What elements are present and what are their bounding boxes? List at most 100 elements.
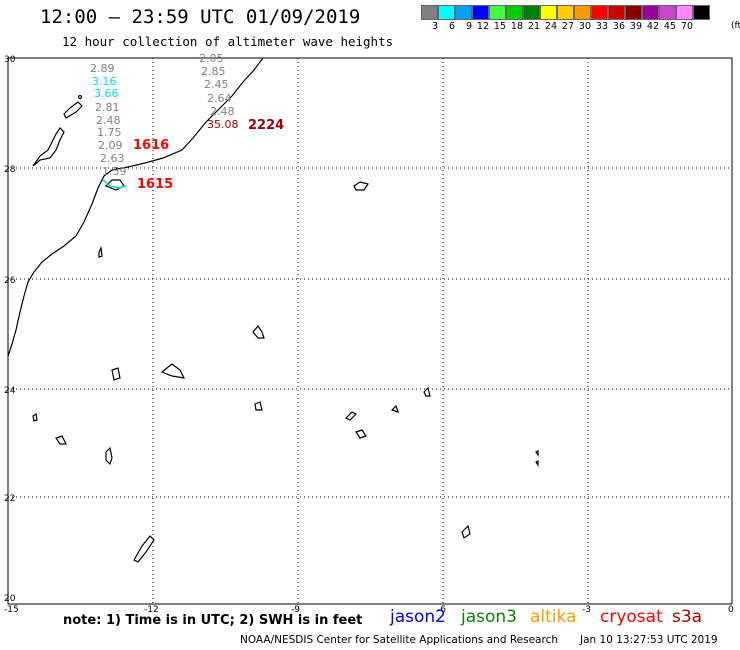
island-la-gomera	[111, 367, 121, 381]
mission-cryosat: cryosat	[600, 607, 663, 627]
color-swatch-12	[625, 5, 642, 20]
right-track-readings: 2.05 2.85 2.45 2.64 2.48 35.08	[199, 52, 239, 131]
mission-s3a: s3a	[672, 607, 703, 627]
lon-label-minus12: -12	[144, 605, 159, 615]
reading-right-6: 35.08	[207, 118, 239, 131]
island-south-elongated	[133, 535, 155, 563]
footer-note: note: 1) Time is in UTC; 2) SWH is in fe…	[63, 613, 363, 628]
island-tiny-1	[98, 245, 103, 258]
color-scale-label: 24	[544, 21, 557, 32]
reading-left-5: 2.48	[96, 114, 121, 127]
color-scale-label: 12	[476, 21, 489, 32]
color-swatch-9	[574, 5, 591, 20]
color-swatch-15	[676, 5, 693, 20]
lon-label-minus6: -6	[437, 605, 446, 615]
reading-left-2: 3.16	[92, 75, 117, 88]
island-el-hierro	[254, 401, 263, 411]
reading-left-3: 3.66	[94, 87, 119, 100]
reading-right-4: 2.64	[207, 92, 232, 105]
color-swatch-7	[540, 5, 557, 20]
island-tenerife	[252, 324, 265, 339]
color-scale-label: 9	[465, 21, 472, 32]
color-swatch-16	[693, 5, 710, 20]
color-swatch-6	[523, 5, 540, 20]
color-scale-label: 6	[448, 21, 455, 32]
island-islet	[77, 94, 83, 100]
island-dot-2	[535, 460, 539, 467]
lat-label-22: 22	[4, 494, 15, 504]
credit-line: NOAA/NESDIS Center for Satellite Applica…	[240, 634, 558, 646]
island-gran-canaria	[160, 363, 186, 379]
color-swatch-8	[557, 5, 574, 20]
left-track-readings: 2.89 3.16 3.66 2.81 2.48 1.75 2.09 2.63 …	[90, 62, 127, 178]
lon-label-minus9: -9	[291, 605, 300, 615]
reading-right-1: 2.05	[199, 52, 224, 65]
reading-left-9: 1.59	[102, 165, 127, 178]
color-scale-label: 33	[595, 21, 608, 32]
color-swatch-0	[421, 5, 438, 20]
color-swatch-2	[455, 5, 472, 20]
generated-timestamp: Jan 10 13:27:53 UTC 2019	[580, 634, 718, 646]
map-subtitle: 12 hour collection of altimeter wave hei…	[62, 34, 394, 49]
color-swatch-10	[591, 5, 608, 20]
track-marker	[102, 179, 127, 189]
reading-right-3: 2.45	[204, 78, 229, 91]
graticule	[8, 58, 732, 604]
island-east-3	[390, 404, 399, 413]
island-dot-1	[535, 450, 539, 457]
color-scale-label: 21	[527, 21, 540, 32]
reading-left-6: 1.75	[97, 126, 122, 139]
color-swatch-3	[472, 5, 489, 20]
island-coast-patch	[104, 179, 125, 191]
reading-left-7: 2.09	[98, 139, 123, 152]
color-swatch-4	[489, 5, 506, 20]
lon-label-0: 0	[728, 605, 734, 615]
scale-unit: (ft)	[731, 21, 740, 31]
island-west-2	[55, 435, 67, 445]
lat-label-30: 30	[4, 55, 16, 65]
island-madeira-like	[353, 181, 369, 191]
island-west-3	[105, 446, 113, 466]
lat-label-26: 26	[4, 276, 16, 286]
island-southeast	[461, 524, 471, 539]
reading-left-1: 2.89	[90, 62, 115, 75]
reading-left-4: 2.81	[95, 101, 120, 114]
lon-label-minus3: -3	[582, 605, 591, 615]
time-label-1616: 1616	[133, 138, 169, 153]
color-scale-label: 3	[431, 21, 438, 32]
color-scale-label: 70	[680, 21, 693, 32]
color-scale-labels: 3 6 9 12 15 18 21 24 27 30 33 36 39 42 45 70	[421, 21, 693, 32]
lon-label-minus15: -15	[4, 605, 19, 615]
color-scale-label: 30	[578, 21, 591, 32]
island-small-north	[63, 101, 83, 119]
color-swatch-11	[608, 5, 625, 20]
island-lanzarote-fuerteventura	[32, 127, 65, 167]
color-swatch-5	[506, 5, 523, 20]
reading-right-5: 2.48	[210, 105, 235, 118]
time-label-2224: 2224	[248, 118, 284, 133]
color-scale-label: 18	[510, 21, 523, 32]
reading-left-8: 2.63	[100, 152, 125, 165]
lat-label-24: 24	[4, 386, 16, 396]
mission-jason2: jason2	[390, 607, 446, 627]
lat-label-28: 28	[4, 165, 16, 175]
color-scale-label: 39	[629, 21, 642, 32]
mission-altika: altika	[530, 607, 577, 627]
color-scale-label: 42	[646, 21, 659, 32]
map-frame	[7, 57, 733, 605]
reading-right-2: 2.85	[201, 65, 226, 78]
color-swatch-13	[642, 5, 659, 20]
mission-jason3: jason3	[461, 607, 517, 627]
color-scale-label: 36	[612, 21, 625, 32]
color-scale	[421, 5, 710, 20]
color-scale-label: 15	[493, 21, 506, 32]
lat-label-20: 20	[4, 594, 16, 604]
islands	[32, 94, 539, 563]
island-east-4	[355, 429, 367, 439]
color-scale-label: 27	[561, 21, 574, 32]
color-swatch-14	[659, 5, 676, 20]
map-title: 12:00 – 23:59 UTC 01/09/2019	[40, 6, 361, 28]
island-west-1	[32, 412, 38, 422]
color-swatch-1	[438, 5, 455, 20]
